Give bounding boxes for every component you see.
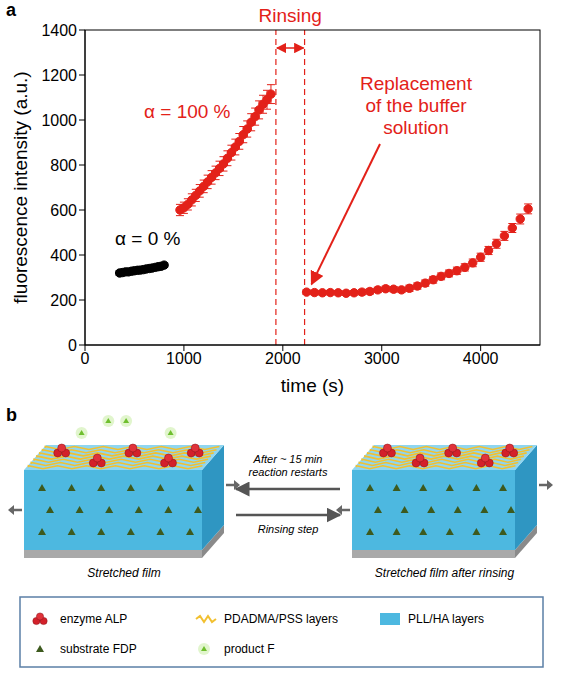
svg-text:400: 400: [50, 247, 77, 264]
svg-text:time (s): time (s): [281, 375, 344, 396]
svg-text:b: b: [6, 405, 17, 425]
svg-text:800: 800: [50, 157, 77, 174]
svg-text:Stretched film: Stretched film: [87, 566, 160, 580]
svg-text:0: 0: [68, 337, 77, 354]
svg-text:1200: 1200: [41, 67, 77, 84]
svg-text:α = 100 %: α = 100 %: [144, 101, 231, 122]
svg-text:PLL/HA layers: PLL/HA layers: [408, 612, 484, 626]
svg-text:3000: 3000: [364, 350, 400, 367]
svg-text:enzyme ALP: enzyme ALP: [60, 612, 127, 626]
svg-text:1400: 1400: [41, 22, 77, 39]
svg-text:200: 200: [50, 292, 77, 309]
svg-text:1000: 1000: [41, 112, 77, 129]
svg-text:After ~ 15 minreaction restart: After ~ 15 minreaction restarts: [249, 453, 328, 478]
svg-text:substrate FDP: substrate FDP: [60, 642, 137, 656]
svg-text:Rinsing: Rinsing: [259, 5, 322, 26]
svg-text:2000: 2000: [265, 350, 301, 367]
svg-text:product F: product F: [224, 642, 275, 656]
svg-text:1000: 1000: [166, 350, 202, 367]
svg-text:PDADMA/PSS layers: PDADMA/PSS layers: [224, 612, 338, 626]
svg-text:4000: 4000: [463, 350, 499, 367]
svg-text:Stretched film after rinsing: Stretched film after rinsing: [375, 566, 515, 580]
svg-text:0: 0: [81, 350, 90, 367]
svg-text:α = 0 %: α = 0 %: [115, 228, 180, 249]
svg-text:Rinsing step: Rinsing step: [258, 523, 319, 535]
svg-text:600: 600: [50, 202, 77, 219]
svg-text:fluorescence intensity (a.u.): fluorescence intensity (a.u.): [10, 71, 31, 303]
svg-text:a: a: [6, 0, 17, 20]
svg-text:Replacementof the buffersoluti: Replacementof the buffersolution: [360, 73, 473, 138]
